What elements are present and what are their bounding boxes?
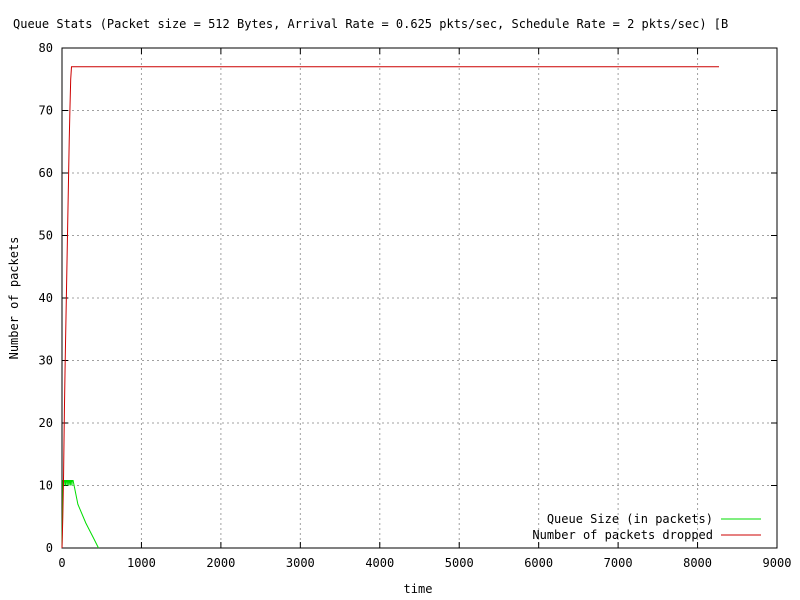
- x-tick-label: 7000: [604, 556, 633, 570]
- x-tick-label: 5000: [445, 556, 474, 570]
- x-tick-label: 1000: [127, 556, 156, 570]
- y-tick-label: 60: [39, 166, 53, 180]
- series-line-queue-size-in-packets: [61, 480, 99, 549]
- x-tick-label: 3000: [286, 556, 315, 570]
- x-tick-label: 8000: [683, 556, 712, 570]
- x-tick-label: 2000: [206, 556, 235, 570]
- y-tick-label: 30: [39, 354, 53, 368]
- axes: 0 1000 2000 3000 4000 5000 6000 7000 8000 9000 0 10…: [39, 41, 792, 570]
- chart-title: Queue Stats (Packet size = 512 Bytes, Ar…: [13, 17, 728, 31]
- series-line-number-of-packets-dropped: [61, 66, 719, 549]
- legend: Queue Size (in packets) Number of packets…: [532, 512, 761, 542]
- y-tick-label: 40: [39, 291, 53, 305]
- x-axis-label: time: [404, 582, 433, 596]
- legend-label-number-of-packets-dropped: Number of packets dropped: [532, 528, 713, 542]
- legend-label-queue-size-in-packets: Queue Size (in packets): [547, 512, 713, 526]
- x-tick-label: 9000: [763, 556, 792, 570]
- y-tick-label: 0: [46, 541, 53, 555]
- y-tick-label: 10: [39, 479, 53, 493]
- x-tick-label: 6000: [524, 556, 553, 570]
- data-series: [61, 66, 719, 549]
- y-tick-label: 50: [39, 229, 53, 243]
- x-tick-label: 4000: [365, 556, 394, 570]
- y-tick-label: 70: [39, 104, 53, 118]
- y-tick-label: 80: [39, 41, 53, 55]
- y-axis-label: Number of packets: [7, 237, 21, 360]
- y-tick-label: 20: [39, 416, 53, 430]
- grid-lines: [62, 48, 777, 548]
- x-tick-label: 0: [58, 556, 65, 570]
